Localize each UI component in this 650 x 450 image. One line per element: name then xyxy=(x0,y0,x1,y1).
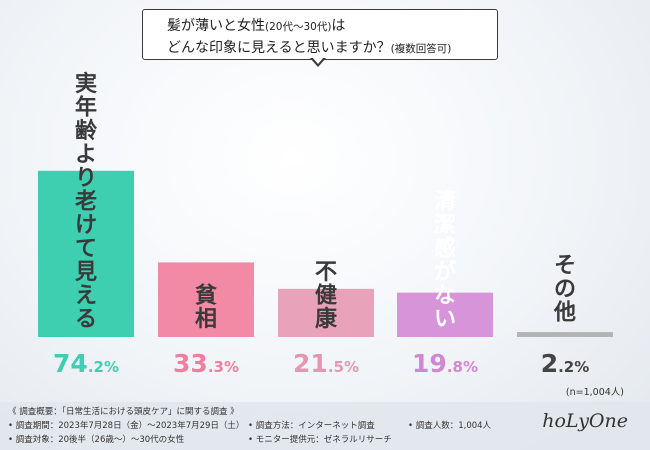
value-label-5: 2.2% xyxy=(541,349,590,378)
question-bubble: 髪が薄いと女性(20代〜30代)は どんな印象に見えると思いますか？(複数回答可… xyxy=(142,9,498,60)
bar-label-2: 貧相 xyxy=(195,283,217,333)
survey-overview: 《 調査概要：「日常生活における頭皮ケア」に関する調査 》 xyxy=(8,407,239,417)
bar-label-3: 不健康 xyxy=(315,260,338,332)
value-label-3: 21.5% xyxy=(293,349,359,378)
value-label-4: 19.8% xyxy=(412,349,478,378)
survey-target: • 調査対象：20後半（26歳〜）〜30代の女性 xyxy=(8,435,185,445)
bar-label-5: その他 xyxy=(553,253,576,325)
bar-2 xyxy=(158,262,254,337)
bar-5 xyxy=(517,332,613,337)
bar-label-4: 清潔感がない xyxy=(434,189,456,333)
survey-method: • 調査方法：インターネット調査 xyxy=(248,421,375,431)
survey-provider: • モニター提供元：ゼネラルリサーチ xyxy=(248,435,392,445)
brand-logo: hoLyOne xyxy=(542,410,628,432)
survey-period: • 調査期間：2023年7月28日（金）〜2023年7月29日（土） xyxy=(8,421,245,431)
sample-size-note: (n=1,004人) xyxy=(566,387,624,398)
value-label-1: 74.2% xyxy=(53,349,119,378)
bar-4 xyxy=(397,292,493,337)
value-label-2: 33.3% xyxy=(173,349,239,378)
bar-chart: 実年齢より老けて見える 74.2% 貧相 33.3% 不健康 21.5% 清潔感がない 19.… xyxy=(38,71,624,398)
bar-3 xyxy=(278,288,374,337)
bar-1 xyxy=(38,170,134,337)
question-line-2: どんな印象に見えると思いますか？(複数回答可) xyxy=(167,40,452,56)
bar-label-1: 実年齢より老けて見える xyxy=(74,71,98,332)
survey-count: • 調査人数：1,004人 xyxy=(408,421,492,431)
bubble-tail-inner xyxy=(312,57,324,64)
survey-footer: 《 調査概要：「日常生活における頭皮ケア」に関する調査 》 • 調査期間：202… xyxy=(0,402,650,450)
question-line-1: 髪が薄いと女性(20代〜30代)は xyxy=(167,18,346,34)
